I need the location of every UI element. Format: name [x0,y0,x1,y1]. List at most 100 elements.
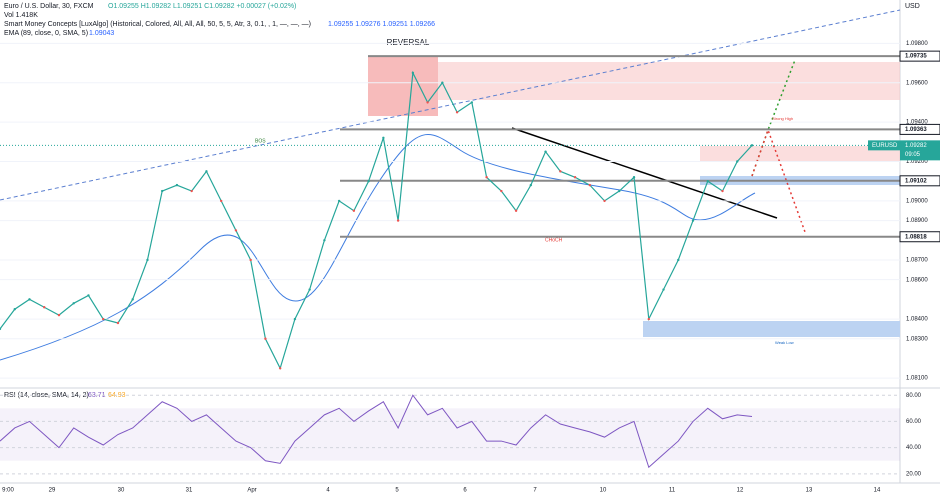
strong-high-label: Strong High [772,116,793,121]
price-point [323,239,326,242]
price-point [603,199,606,203]
level-label: 1.09735 [905,54,927,60]
countdown: 09:05 [905,152,921,158]
price-point [736,160,739,163]
price-point [411,71,415,75]
price-point [57,313,61,317]
price-point [352,209,356,212]
price-point [337,199,341,203]
price-point [662,288,665,291]
trend-line [0,9,901,201]
reversal-zone [368,56,438,116]
price-tick-label: 1.09000 [906,198,928,204]
time-label: 9:00 [2,488,14,494]
price-point [72,302,75,305]
price-tick-label: 1.08100 [906,376,928,382]
time-label: 11 [669,488,676,494]
price-point [706,179,709,183]
smc-values: 1.09255 1.09276 1.09251 1.09266 [328,21,435,28]
price-point [647,317,650,321]
premium-zone [700,146,900,161]
price-point [588,183,592,187]
price-point [470,101,474,104]
rsi-tick-label: 20.00 [906,471,922,477]
price-tick-label: 1.09200 [906,159,928,165]
rsi-tick-label: 40.00 [906,445,922,451]
price-point [131,298,134,301]
price-point [28,298,31,301]
price-point [367,179,370,183]
price-point [249,258,252,262]
currency: USD [905,3,920,10]
price-point [544,150,547,153]
rsi-band [0,408,900,461]
price-tick-label: 1.08300 [906,336,928,342]
volume: Vol 1.418K [4,12,38,19]
price-point [190,189,193,193]
price-tick-label: 1.08900 [906,218,928,224]
level-label-bg [899,123,940,135]
level-label: 1.09363 [905,127,927,133]
price-point [485,176,488,179]
price-point [632,176,636,179]
time-label: 4 [326,488,330,494]
price-point [677,258,680,262]
last-price: 1.09282 [905,143,927,149]
price-point [87,294,90,297]
price-point [205,170,208,173]
price-tick-label: 1.08400 [906,317,928,323]
price-point [308,288,311,291]
demand-zone [643,321,900,337]
time-label: 31 [186,488,193,494]
bos-label: BOS [255,138,266,144]
level-label: 1.09102 [905,178,927,184]
time-label: 30 [118,488,125,494]
level-label-bg [899,231,940,243]
price-point [160,189,164,193]
projection-down [751,127,806,233]
price-point [500,189,503,193]
ema-line [0,134,756,361]
time-label: 14 [874,488,881,494]
supply-zone [438,62,900,100]
price-point [382,136,385,140]
level-label-bg [899,175,940,187]
last-symbol-bg [868,140,900,151]
price-point [455,111,459,114]
price-tick-label: 1.09600 [906,80,928,86]
time-label: 13 [806,488,813,494]
ema-indicator: EMA (89, close, 0, SMA, 5) [4,30,88,37]
price-point [529,183,533,187]
last-symbol: EURUSD [872,143,898,149]
rsi-tick-label: 60.00 [906,419,922,425]
price-point [0,327,2,331]
time-label: 12 [737,488,744,494]
price-line [0,70,753,370]
price-tick-label: 1.09400 [906,120,928,126]
last-price-bg [900,140,940,161]
price-point [750,144,754,147]
price-point [721,189,724,193]
level-label: 1.08818 [905,234,927,240]
price-point [43,306,46,309]
price-tick-label: 1.08600 [906,277,928,283]
price-tick-label: 1.08700 [906,258,928,264]
price-point [559,170,562,173]
level-label-bg [899,50,940,62]
rsi-title: RSI (14, close, SMA, 14, 2) [4,392,89,399]
price-point [426,101,429,104]
symbol-title: Euro / U.S. Dollar, 30, FXCM [4,3,94,10]
price-point [13,308,16,311]
choch-label: CHoCH [545,237,563,243]
price-point [396,219,400,222]
price-point [146,258,149,262]
ohlc: O1.09255 H1.09282 L1.09251 C1.09282 +0.0… [108,3,296,10]
time-label: 29 [49,488,56,494]
price-point [175,183,179,187]
time-label: 10 [600,488,607,494]
price-point [618,189,621,193]
time-label: 7 [533,488,537,494]
price-point [278,367,282,370]
price-point [116,321,120,325]
